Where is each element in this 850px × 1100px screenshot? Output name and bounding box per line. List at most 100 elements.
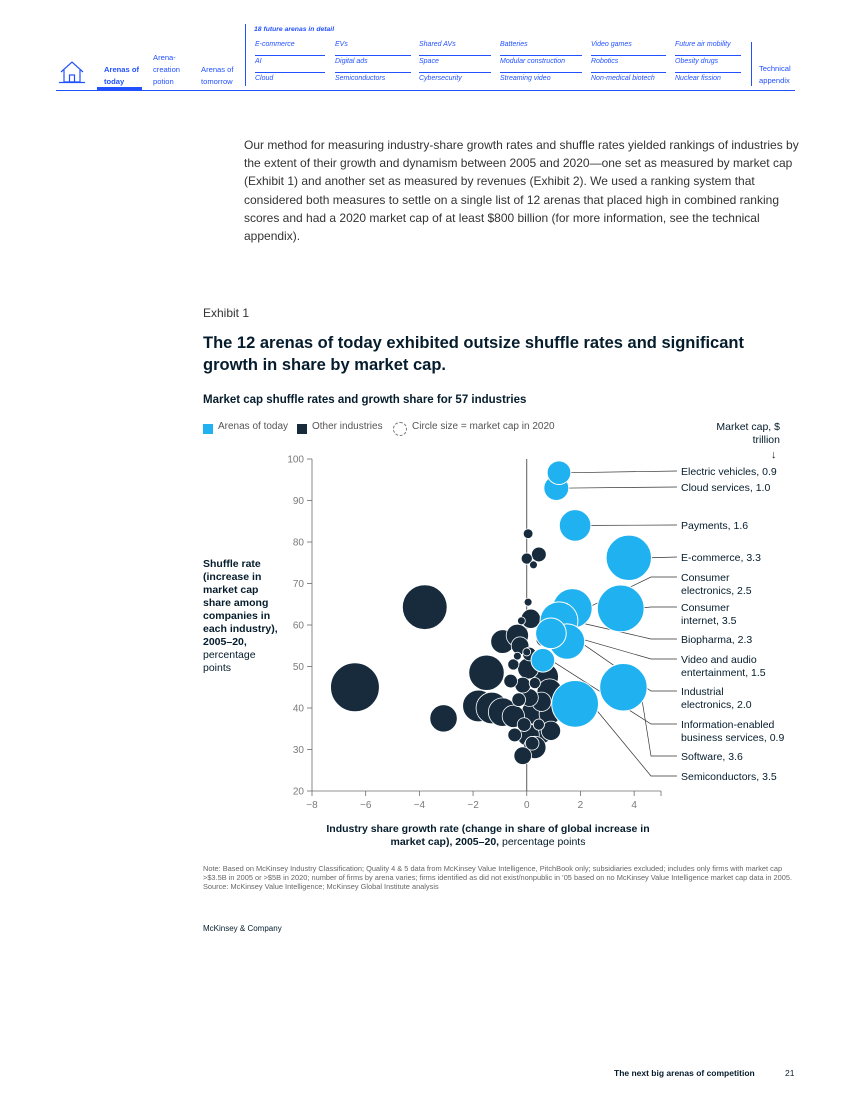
arena-divider: [675, 72, 741, 73]
arena-divider: [675, 55, 741, 56]
arena-label-line: business services, 0.9: [681, 732, 784, 744]
arena-label-line: Semiconductors, 3.5: [681, 771, 777, 783]
future-arena-link[interactable]: Video games: [591, 41, 632, 48]
future-arena-link[interactable]: Nuclear fission: [675, 75, 721, 82]
market-cap-label: Market cap, $ trillion: [716, 421, 780, 446]
note-text: Note: Based on McKinsey Industry Classif…: [203, 864, 792, 883]
y-tick-label: 50: [293, 662, 305, 673]
tab-arenas-of-tomorrow[interactable]: Arenas of tomorrow: [201, 65, 234, 86]
other-industry-bubble: [401, 584, 448, 630]
arena-label-line: electronics, 2.0: [681, 699, 752, 711]
arena-label: Information-enabled business services, 0.…: [681, 719, 784, 744]
other-industry-bubble: [529, 560, 538, 570]
tab-arenas-of-today[interactable]: Arenas of today: [104, 65, 140, 86]
tab-technical-appendix[interactable]: Technical appendix: [759, 64, 791, 85]
x-axis-title-unit: percentage points: [502, 836, 586, 848]
source-text: Source: McKinsey Value Intelligence; McK…: [203, 882, 439, 892]
future-arena-link[interactable]: Cloud: [255, 75, 274, 82]
future-arena-link[interactable]: Future air mobility: [675, 41, 731, 48]
y-tick-label: 30: [293, 745, 305, 756]
y-tick-label: 90: [293, 496, 305, 507]
exhibit-title: The 12 arenas of today exhibited outsize…: [203, 334, 744, 374]
arena-label: Software, 3.6: [681, 751, 743, 763]
future-arena-link[interactable]: Cybersecurity: [419, 75, 462, 82]
other-industry-bubble: [520, 552, 533, 565]
arena-label: E-commerce, 3.3: [681, 552, 761, 564]
future-arenas-title: 18 future arenas in detail: [254, 26, 335, 33]
other-industry-bubble: [507, 658, 520, 671]
leader-line: [572, 620, 677, 640]
arena-divider: [500, 72, 582, 73]
arena-bubble: [596, 584, 645, 633]
other-industry-bubble: [330, 662, 380, 713]
arena-divider: [419, 72, 491, 73]
other-industry-bubble: [468, 654, 505, 691]
arena-divider: [500, 55, 582, 56]
future-arena-link[interactable]: Streaming video: [500, 75, 551, 82]
future-arena-link[interactable]: Obesity drugs: [675, 58, 719, 65]
arena-label: Consumer internet, 3.5: [681, 602, 737, 627]
future-arena-link[interactable]: EVs: [335, 41, 348, 48]
tab-arena-creation-potion[interactable]: Arena-creation potion: [153, 53, 181, 86]
future-arena-link[interactable]: Robotics: [591, 58, 619, 65]
legend-label-other: Other industries: [312, 421, 383, 432]
leader-line: [568, 486, 678, 489]
arena-divider: [255, 72, 325, 73]
x-tick-label: 2: [578, 800, 584, 811]
y-axis-title: Shuffle rate (increase in market cap sha…: [203, 558, 285, 675]
top-navigation: Arenas of today Arena-creation potion Ar…: [56, 24, 795, 92]
leader-line: [579, 641, 677, 692]
bubble-chart: 20 30 40 50 60 70 80 90 100 −8 −6 −4 −2 0 2 4 Electric v…: [287, 455, 784, 812]
y-axis-title-unit: percentage points: [203, 649, 256, 674]
other-industry-bubble: [507, 727, 522, 743]
x-tick-label: −2: [467, 800, 479, 811]
arena-divider: [591, 55, 666, 56]
arena-label-line: Software, 3.6: [681, 751, 743, 763]
down-arrow-icon: ↓: [771, 449, 777, 461]
home-icon[interactable]: [59, 60, 85, 84]
y-tick-label: 60: [293, 621, 305, 632]
arena-label: Cloud services, 1.0: [681, 482, 770, 494]
arena-label-line: Industrial: [681, 686, 724, 698]
future-arena-link[interactable]: Shared AVs: [419, 41, 456, 48]
exhibit-label: Exhibit 1: [203, 306, 250, 320]
future-arena-link[interactable]: Space: [419, 58, 439, 65]
arena-label-line: Information-enabled: [681, 719, 775, 731]
arena-label: Consumer electronics, 2.5: [681, 572, 752, 597]
future-arena-link[interactable]: AI: [255, 58, 262, 65]
footer-brand: McKinsey & Company: [203, 924, 282, 933]
y-tick-label: 20: [293, 787, 305, 798]
leader-line: [651, 556, 678, 559]
future-arena-link[interactable]: E-commerce: [255, 41, 295, 48]
arena-divider: [419, 55, 491, 56]
other-industry-bubble: [532, 718, 545, 731]
chart-note: Note: Based on McKinsey Industry Classif…: [203, 864, 793, 892]
arena-bubble: [530, 647, 556, 673]
arena-divider: [591, 72, 666, 73]
other-industry-bubble: [528, 677, 541, 690]
future-arena-link[interactable]: Batteries: [500, 41, 528, 48]
other-industry-bubble: [522, 647, 532, 657]
arena-label: Biopharma, 2.3: [681, 634, 752, 646]
future-arena-link[interactable]: Digital ads: [335, 58, 368, 65]
other-industry-bubble: [517, 616, 526, 626]
x-axis-title-main: Industry share growth rate (change in sh…: [326, 823, 650, 848]
arena-bubble: [599, 663, 648, 712]
future-arena-link[interactable]: Modular construction: [500, 58, 565, 65]
future-arena-link[interactable]: Non-medical biotech: [591, 75, 655, 82]
leader-line: [639, 687, 677, 757]
future-arena-link[interactable]: Semiconductors: [335, 75, 386, 82]
other-industry-bubble: [540, 720, 562, 741]
legend-label-arenas: Arenas of today: [218, 421, 289, 432]
arena-bubble: [546, 460, 572, 486]
footer-report-title: The next big arenas of competition: [614, 1068, 755, 1078]
arena-label-line: E-commerce, 3.3: [681, 552, 761, 564]
arena-bubble: [605, 534, 652, 581]
arena-label: Payments, 1.6: [681, 520, 748, 532]
legend-label-circle-size: Circle size = market cap in 2020: [412, 421, 555, 432]
arena-bubble: [551, 679, 599, 728]
arena-label-line: electronics, 2.5: [681, 585, 752, 597]
nav-divider: [56, 90, 795, 91]
y-axis-title-main: Shuffle rate (increase in market cap sha…: [203, 558, 278, 648]
arena-divider: [255, 55, 325, 56]
